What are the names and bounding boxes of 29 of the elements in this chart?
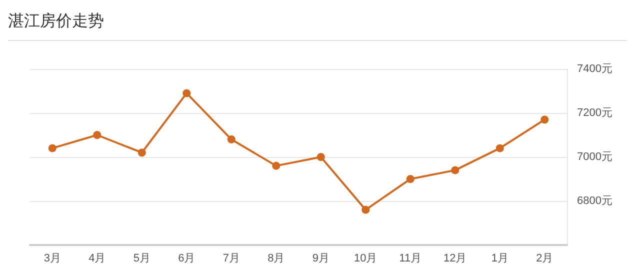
x-tick-label: 10月 bbox=[354, 252, 378, 264]
x-tick-label: 5月 bbox=[133, 252, 150, 264]
x-tick-label: 8月 bbox=[268, 252, 285, 264]
x-tick-label: 3月 bbox=[44, 252, 61, 264]
y-tick-label: 7200元 bbox=[577, 107, 612, 119]
y-tick-label: 7400元 bbox=[577, 63, 612, 75]
point bbox=[93, 131, 102, 139]
point bbox=[227, 135, 236, 144]
point bbox=[272, 162, 280, 170]
point bbox=[451, 166, 460, 174]
point bbox=[406, 175, 414, 183]
x-tick-label: 2月 bbox=[536, 252, 554, 264]
chart-title: 湛江房价走势 bbox=[8, 8, 627, 41]
y-tick-label: 7000元 bbox=[577, 151, 612, 163]
y-tick-label: 6800元 bbox=[577, 195, 612, 207]
point bbox=[138, 148, 146, 157]
x-tick-label: 6月 bbox=[178, 252, 196, 264]
x-tick-label: 4月 bbox=[88, 252, 106, 264]
point bbox=[48, 144, 56, 152]
point bbox=[496, 144, 504, 152]
point bbox=[316, 153, 325, 161]
x-tick-label: 12月 bbox=[444, 252, 467, 264]
x-tick-label: 9月 bbox=[312, 252, 330, 264]
x-tick-label: 7月 bbox=[222, 252, 240, 264]
x-tick-label: 1月 bbox=[491, 252, 508, 264]
x-tick-label: 11月 bbox=[399, 252, 422, 264]
point bbox=[540, 116, 549, 124]
point bbox=[362, 206, 370, 214]
point bbox=[182, 89, 191, 98]
